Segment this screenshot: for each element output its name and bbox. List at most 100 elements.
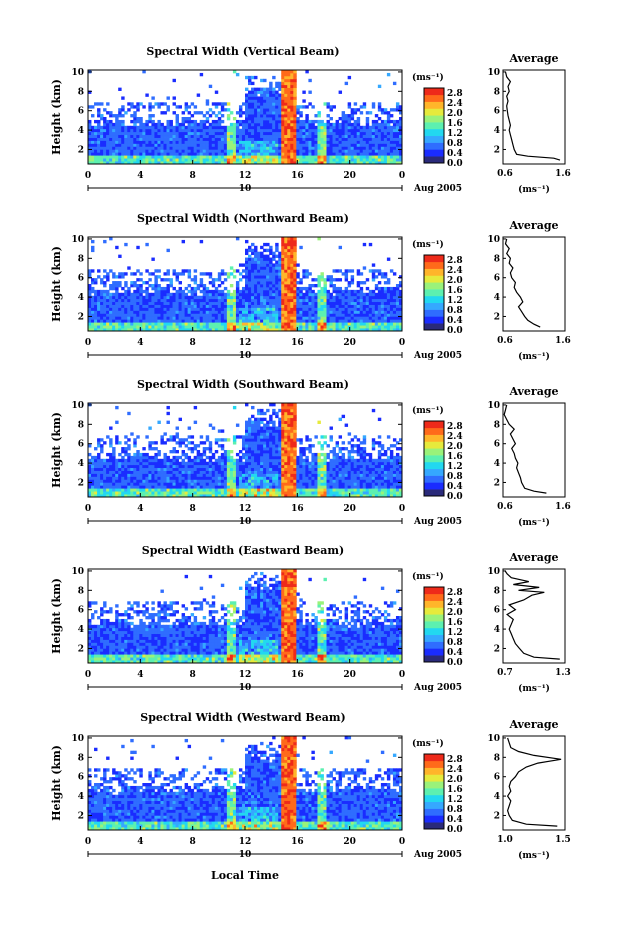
heatmap-cell	[196, 307, 201, 311]
heatmap-cell	[281, 114, 285, 118]
heatmap-cell	[275, 108, 279, 112]
heatmap-cell	[272, 286, 276, 291]
heatmap-cell	[133, 319, 137, 323]
heatmap-cell	[344, 158, 349, 162]
heatmap-cell	[115, 301, 119, 305]
heatmap-cell	[175, 128, 179, 133]
heatmap-cell	[350, 161, 355, 165]
heatmap-cell	[172, 125, 176, 130]
heatmap-cell	[208, 470, 213, 474]
heatmap-cell	[226, 473, 231, 477]
heatmap-cell	[226, 125, 231, 130]
heatmap-cell	[124, 461, 128, 466]
heatmap-cell	[290, 131, 294, 136]
heatmap-cell	[235, 319, 240, 323]
heatmap-cell	[208, 423, 213, 427]
heatmap-cell	[136, 488, 140, 492]
heatmap-cell	[190, 467, 195, 471]
heatmap-cell	[302, 292, 306, 297]
heatmap-cell	[217, 295, 222, 300]
heatmap-cell	[275, 328, 279, 332]
heatmap-cell	[145, 158, 149, 162]
heatmap-cell	[130, 325, 134, 329]
heatmap-cell	[130, 467, 134, 471]
heatmap-cell	[217, 275, 222, 279]
heatmap-cell	[97, 137, 101, 141]
heatmap-cell	[371, 322, 376, 326]
heatmap-cell	[205, 304, 210, 308]
heatmap-cell	[245, 257, 249, 261]
heatmap-cell	[260, 96, 264, 100]
heatmap-cell	[386, 158, 391, 162]
heatmap-cell	[178, 122, 182, 127]
heatmap-cell	[178, 470, 182, 474]
heatmap-cell	[311, 278, 315, 282]
heatmap-cell	[154, 479, 158, 483]
heatmap-cell	[184, 161, 189, 165]
heatmap-cell	[130, 137, 134, 141]
heatmap-cell	[266, 289, 270, 294]
heatmap-cell	[154, 313, 158, 317]
heatmap-cell	[133, 494, 137, 498]
heatmap-cell	[172, 328, 176, 332]
heatmap-cell	[175, 476, 179, 480]
heatmap-cell	[245, 488, 249, 492]
heatmap-cell	[97, 441, 101, 445]
heatmap-cell	[362, 295, 367, 300]
heatmap-cell	[272, 146, 276, 150]
heatmap-cell	[109, 114, 113, 118]
heatmap-cell	[278, 111, 282, 115]
heatmap-cell	[326, 128, 330, 133]
heatmap-cell	[124, 146, 128, 150]
heatmap-cell	[235, 423, 240, 427]
heatmap-cell	[148, 125, 152, 130]
heatmap-cell	[97, 275, 101, 279]
heatmap-cell	[299, 143, 303, 147]
y-tick-label: 2	[78, 145, 84, 155]
heatmap-cell	[166, 494, 170, 498]
heatmap-cell	[142, 295, 146, 300]
heatmap-cell	[332, 105, 336, 109]
heatmap-cell	[142, 155, 146, 159]
heatmap-cell	[284, 93, 288, 97]
heatmap-cell	[275, 81, 279, 86]
heatmap-cell	[169, 310, 173, 314]
heatmap-cell	[241, 286, 246, 291]
heatmap-cell	[202, 470, 207, 474]
heatmap-cell	[269, 108, 273, 112]
heatmap-cell	[398, 119, 403, 124]
heatmap-cell	[166, 272, 170, 276]
heatmap-cell	[178, 143, 182, 147]
heatmap-cell	[293, 108, 297, 112]
heatmap-cell	[269, 158, 273, 162]
heatmap-cell	[398, 131, 403, 136]
heatmap-cell	[281, 284, 285, 288]
heatmap-cell	[121, 328, 125, 332]
heatmap-cell	[118, 482, 122, 486]
heatmap-cell	[166, 307, 170, 311]
heatmap-cell	[229, 272, 234, 276]
heatmap-cell	[178, 301, 182, 305]
heatmap-cell	[115, 467, 119, 471]
heatmap-cell	[302, 125, 306, 130]
heatmap-cell	[284, 310, 288, 314]
heatmap-cell	[287, 307, 291, 311]
heatmap-cell	[287, 72, 291, 77]
heatmap-cell	[160, 292, 164, 297]
heatmap-cell	[103, 269, 107, 273]
heatmap-cell	[293, 242, 297, 247]
heatmap-cell	[214, 119, 219, 124]
heatmap-cell	[217, 491, 222, 495]
chart-title: Spectral Width (Southward Beam)	[137, 378, 349, 391]
heatmap-cell	[139, 146, 143, 150]
heatmap-cell	[314, 161, 318, 165]
heatmap-cell	[341, 128, 346, 133]
heatmap-cell	[386, 119, 391, 124]
heatmap-cell	[266, 278, 270, 282]
heatmap-cell	[281, 242, 285, 247]
heatmap-cell	[311, 313, 315, 317]
heatmap-cell	[91, 479, 95, 483]
heatmap-cell	[362, 301, 367, 305]
heatmap-cell	[317, 275, 321, 279]
heatmap-cell	[323, 281, 327, 285]
